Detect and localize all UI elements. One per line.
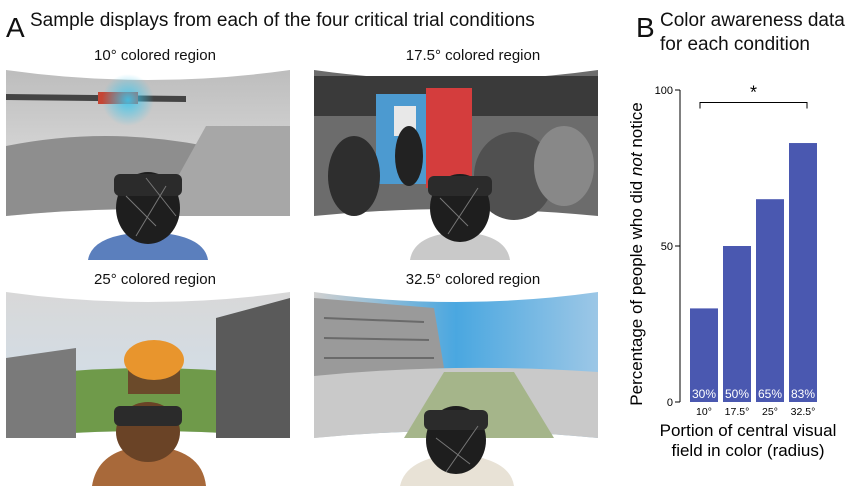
bar <box>789 143 817 402</box>
headset-figure-1 <box>88 172 208 260</box>
significance-bracket: * <box>699 82 808 109</box>
bar-chart: 0 50 100 30% 50% 65% 83% 10° 17.5° 25° 32.5° * P… <box>627 82 837 460</box>
bar <box>723 246 751 402</box>
y-axis-label: Percentage of people who did not notice <box>627 102 646 405</box>
x-tick-label: 10° <box>696 406 712 418</box>
bar-value-label: 30% <box>692 387 716 401</box>
headset-figure-2 <box>410 174 510 260</box>
x-tick-label: 25° <box>762 406 778 418</box>
y-tick-label: 100 <box>655 85 673 97</box>
x-axis-label-line1: Portion of central visual <box>660 421 837 440</box>
bar <box>756 199 784 402</box>
caption-32-5: 32.5° colored region <box>405 271 541 288</box>
bar-value-label: 50% <box>725 387 749 401</box>
sample-display-17-5 <box>314 66 598 260</box>
bar-value-label: 83% <box>791 387 815 401</box>
sample-display-25 <box>6 288 290 486</box>
caption-10: 10° colored region <box>94 47 216 64</box>
panel-b-title-line1: Color awareness data <box>660 10 845 31</box>
panel-a-letter: A <box>6 12 25 43</box>
x-tick-label: 32.5° <box>791 406 816 418</box>
caption-17-5: 17.5° colored region <box>405 47 541 64</box>
sample-display-10 <box>6 66 290 260</box>
x-axis-label-line2: field in color (radius) <box>671 441 824 460</box>
significance-marker: * <box>750 82 757 102</box>
headset-figure-4 <box>400 406 514 486</box>
headset-figure-3 <box>92 402 206 486</box>
sample-display-32-5 <box>314 288 598 486</box>
panel-b-title-line2: for each condition <box>660 34 810 55</box>
bar-value-label: 65% <box>758 387 782 401</box>
panel-b-letter: B <box>636 12 655 43</box>
x-tick-label: 17.5° <box>725 406 750 418</box>
bar <box>690 308 718 402</box>
panel-a-title: Sample displays from each of the four cr… <box>30 10 535 31</box>
y-tick-label: 0 <box>667 397 673 409</box>
caption-25: 25° colored region <box>94 271 216 288</box>
y-tick-label: 50 <box>661 241 673 253</box>
